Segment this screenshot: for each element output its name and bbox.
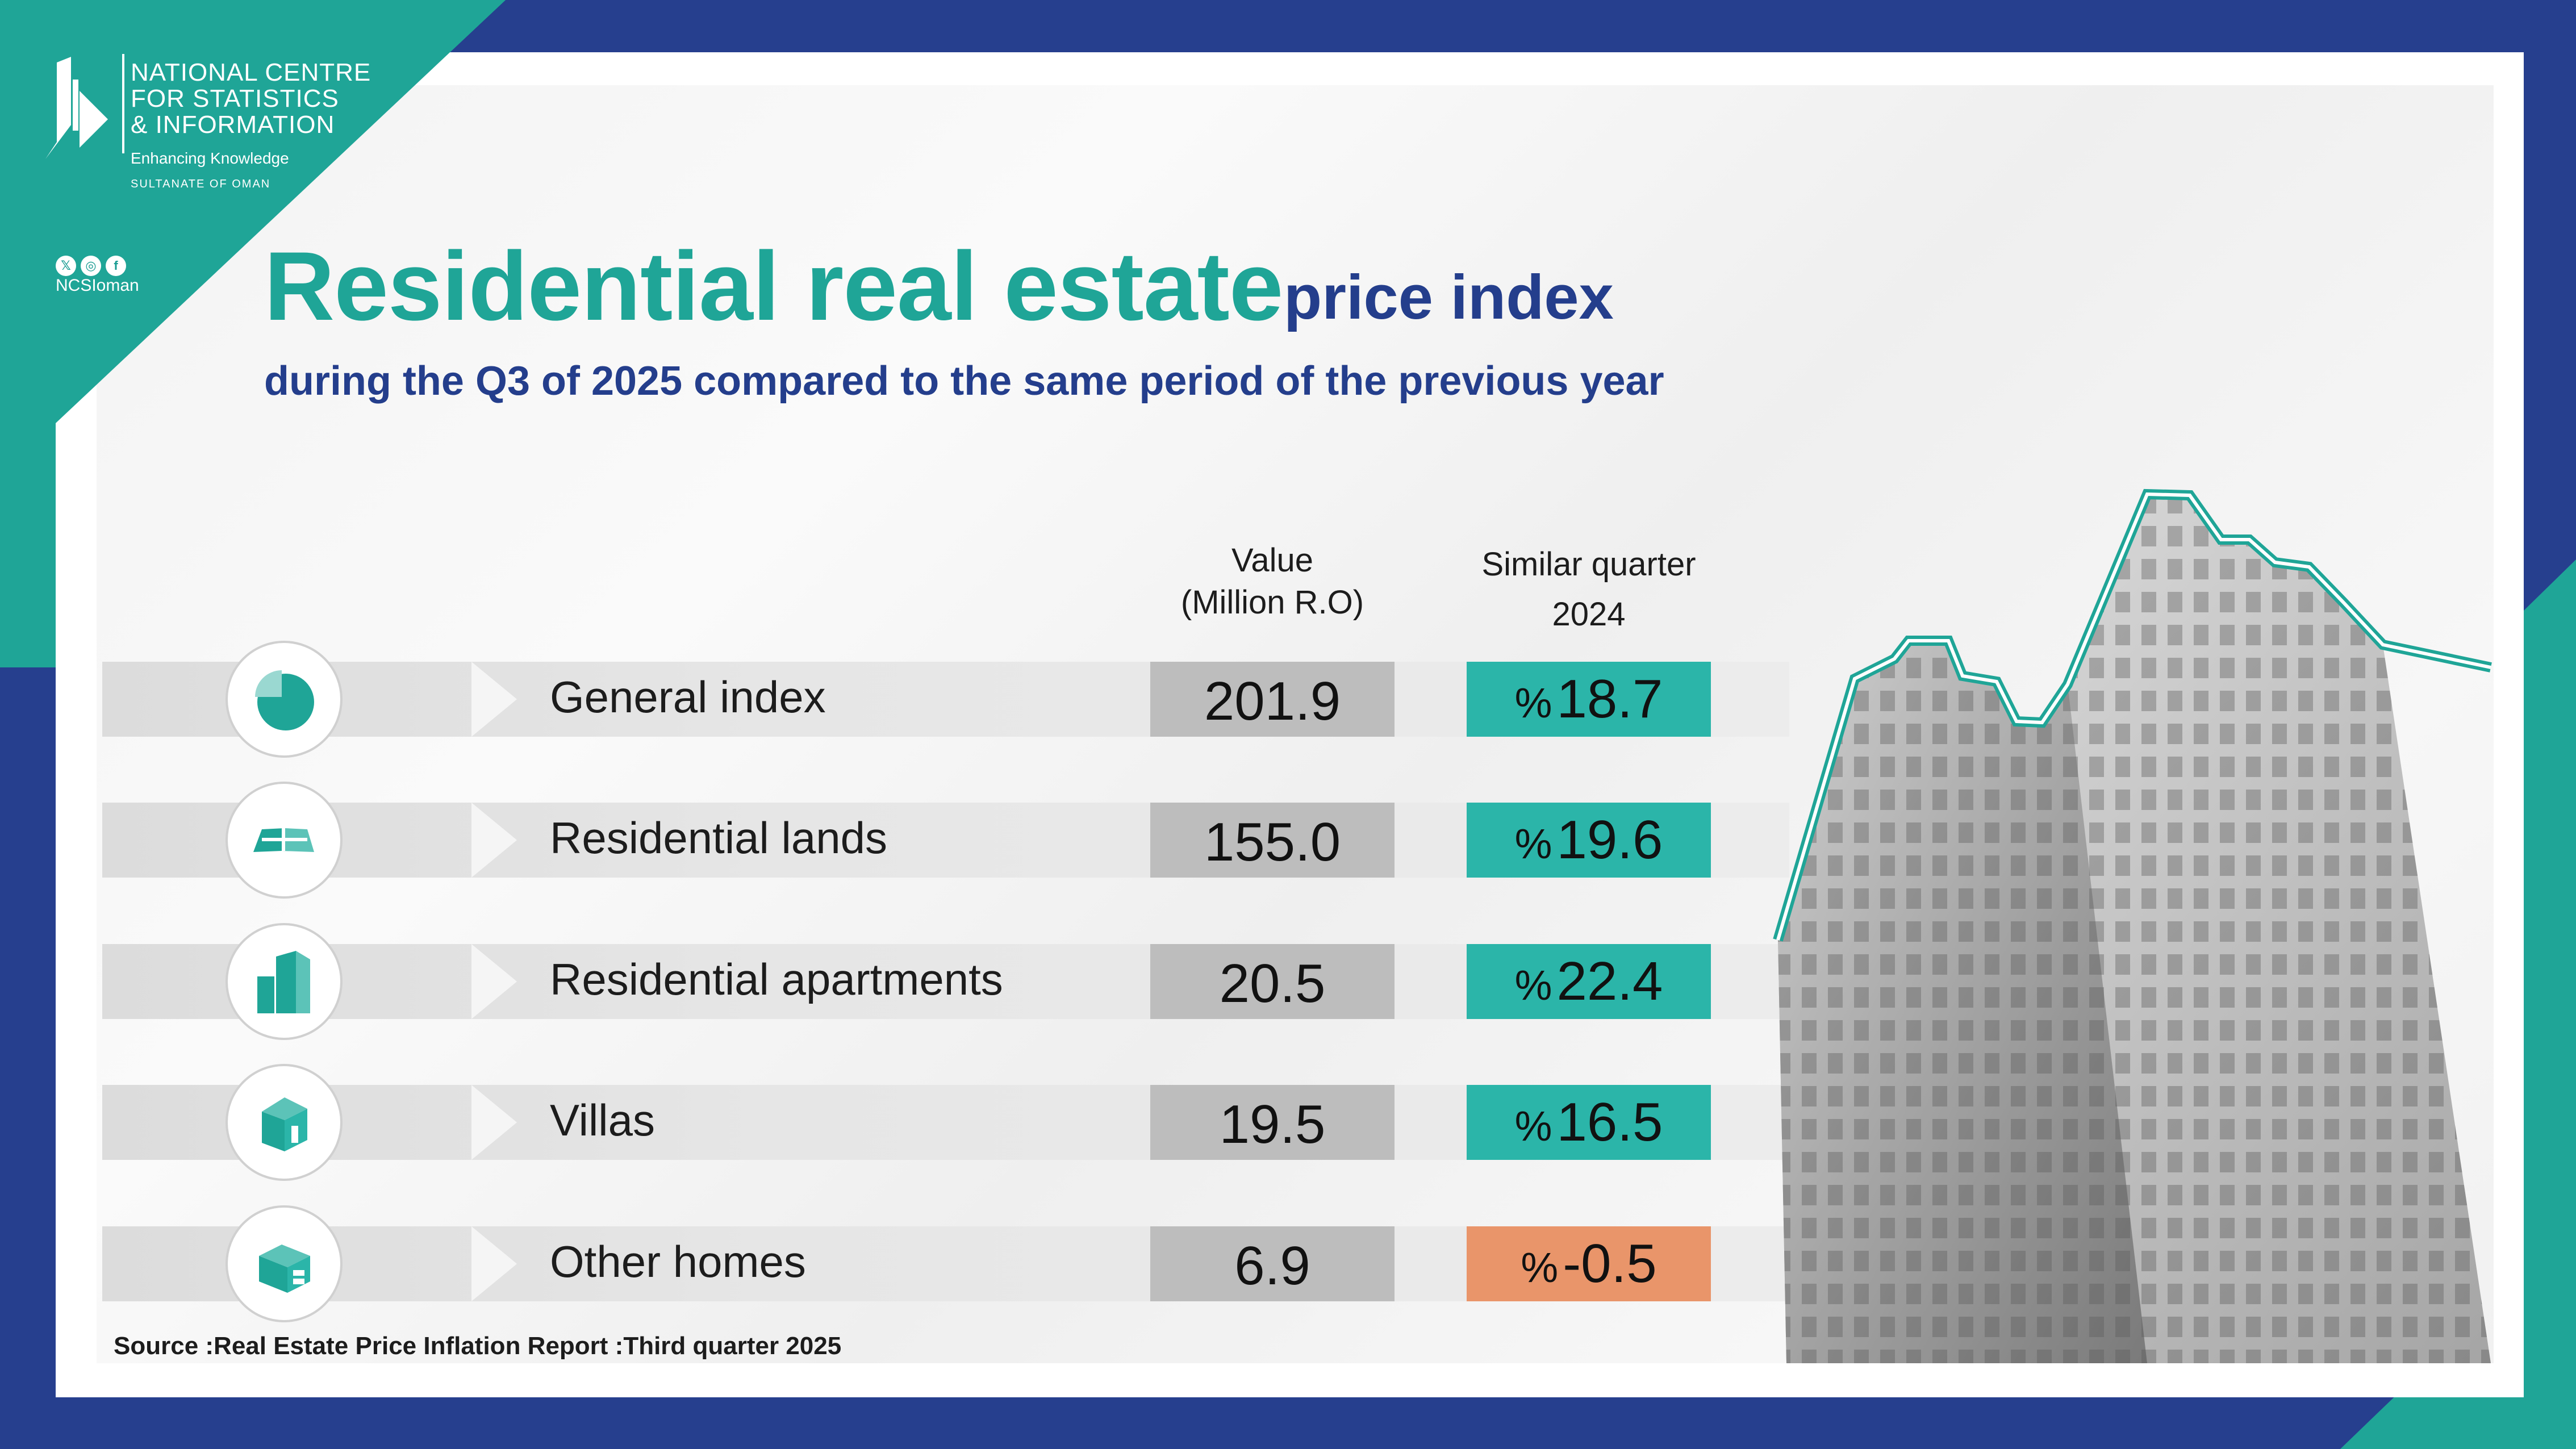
buildings-illustration	[1773, 488, 2492, 1363]
row-label: Residential lands	[550, 813, 888, 863]
value-column-header: Value (Million R.O)	[1130, 540, 1414, 624]
org-name-line2: FOR STATISTICS	[131, 85, 339, 112]
row-percent-change: %22.4	[1467, 944, 1711, 1019]
percent-sign: %	[1514, 1103, 1552, 1150]
logo-tagline: Enhancing Knowledge	[131, 149, 289, 167]
villa-icon	[262, 1097, 307, 1151]
org-name-line1: NATIONAL CENTRE	[131, 59, 371, 86]
org-name-line3: & INFORMATION	[131, 111, 335, 139]
social-links: 𝕏 ◎ f NCSIoman	[56, 256, 139, 295]
row-percent-change: %18.7	[1467, 662, 1711, 737]
logo-country: SULTANATE OF OMAN	[131, 178, 271, 190]
percent-sign: %	[1521, 1244, 1559, 1291]
page-subtitle: during the Q3 of 2025 compared to the sa…	[264, 358, 1664, 404]
source-note: Source :Real Estate Price Inflation Repo…	[114, 1332, 842, 1360]
percent-value: -0.5	[1563, 1233, 1657, 1294]
percent-sign: %	[1514, 820, 1552, 867]
percent-value: 18.7	[1556, 669, 1663, 729]
percent-sign: %	[1514, 679, 1552, 726]
percent-value: 16.5	[1556, 1092, 1663, 1152]
row-value: 19.5	[1150, 1085, 1395, 1160]
row-label: Residential apartments	[550, 954, 1003, 1004]
row-percent-change: %19.6	[1467, 803, 1711, 878]
apartment-building-icon	[257, 951, 310, 1013]
similar-quarter-column-header: Similar quarter 2024	[1418, 540, 1759, 640]
instagram-icon[interactable]: ◎	[81, 256, 101, 276]
percent-sign: %	[1514, 962, 1552, 1009]
land-map-icon	[253, 828, 314, 852]
value-header-line2: (Million R.O)	[1180, 584, 1364, 621]
page-title-main: Residential real estate	[264, 232, 1283, 341]
row-percent-change: %16.5	[1467, 1085, 1711, 1160]
social-handle: NCSIoman	[56, 276, 139, 295]
row-icon-wrapper	[226, 1064, 343, 1181]
row-icon-wrapper	[226, 641, 343, 758]
similar-header-line2: 2024	[1552, 596, 1626, 633]
row-label: Villas	[550, 1095, 655, 1145]
x-icon[interactable]: 𝕏	[56, 256, 76, 276]
row-value: 201.9	[1150, 662, 1395, 737]
row-icon-wrapper	[226, 923, 343, 1040]
row-label: Other homes	[550, 1237, 806, 1287]
row-icon-wrapper	[226, 1205, 343, 1322]
corner-teal-top-decoration	[0, 0, 506, 423]
pie-chart-icon	[255, 670, 314, 730]
page-title-secondary: price index	[1284, 262, 1614, 332]
row-value: 6.9	[1150, 1226, 1395, 1301]
value-header-line1: Value	[1231, 542, 1314, 579]
percent-value: 19.6	[1556, 809, 1663, 870]
row-label: General index	[550, 672, 826, 722]
row-value: 20.5	[1150, 944, 1395, 1019]
ncsi-logo-icon	[45, 57, 108, 159]
row-icon-wrapper	[226, 782, 343, 899]
facebook-icon[interactable]: f	[106, 256, 126, 276]
row-value: 155.0	[1150, 803, 1395, 878]
similar-header-line1: Similar quarter	[1481, 546, 1696, 583]
other-homes-icon	[259, 1245, 310, 1293]
row-percent-change: %-0.5	[1467, 1226, 1711, 1301]
percent-value: 22.4	[1556, 951, 1663, 1012]
